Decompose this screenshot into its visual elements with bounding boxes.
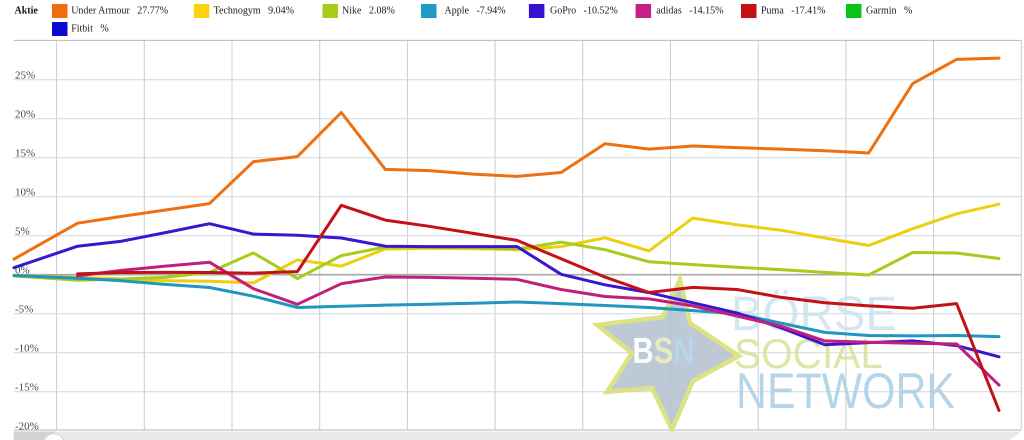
svg-text:GoPro -10.52%: GoPro -10.52%: [550, 5, 618, 16]
svg-text:10%: 10%: [15, 187, 35, 199]
svg-text:Garmin %: Garmin %: [866, 5, 912, 16]
svg-text:-15%: -15%: [15, 382, 39, 394]
svg-text:15%: 15%: [15, 148, 35, 160]
svg-text:20%: 20%: [15, 109, 35, 121]
svg-text:0%: 0%: [15, 265, 30, 277]
svg-text:NETWORK: NETWORK: [736, 363, 955, 419]
svg-text:25%: 25%: [15, 70, 35, 82]
svg-text:Fitbit %: Fitbit %: [71, 24, 109, 35]
svg-text:-20%: -20%: [15, 421, 39, 433]
svg-text:Puma -17.41%: Puma -17.41%: [761, 5, 825, 16]
svg-text:-5%: -5%: [15, 304, 33, 316]
svg-text:Apple -7.94%: Apple -7.94%: [445, 5, 506, 16]
svg-text:BSN: BSN: [633, 330, 695, 371]
svg-text:5%: 5%: [15, 226, 30, 238]
svg-text:adidas -14.15%: adidas -14.15%: [656, 5, 723, 16]
svg-text:-10%: -10%: [15, 343, 39, 355]
svg-text:Nike 2.08%: Nike 2.08%: [342, 5, 395, 16]
svg-text:Technogym 9.04%: Technogym 9.04%: [214, 5, 294, 16]
svg-text:BÖRSE: BÖRSE: [731, 288, 897, 341]
svg-text:Under Armour 27.77%: Under Armour 27.77%: [71, 5, 168, 16]
svg-text:Aktie: Aktie: [15, 5, 39, 16]
